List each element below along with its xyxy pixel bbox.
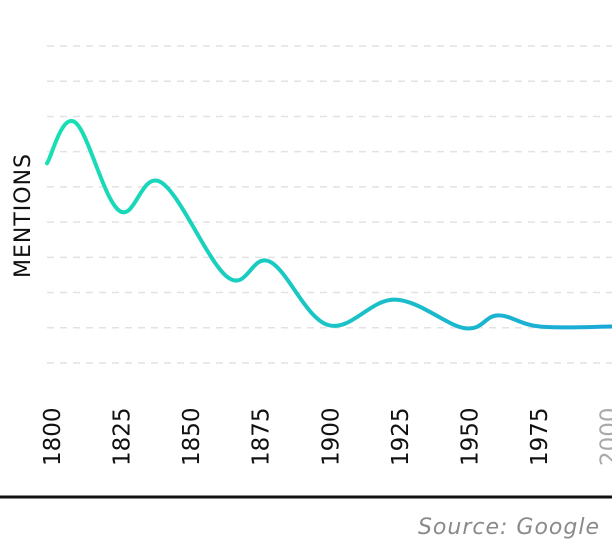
x-tick-label: 2000 bbox=[597, 407, 612, 466]
source-credit: Source: Google bbox=[417, 515, 600, 540]
x-tick-labels: 1800 1825 1850 1875 1900 1925 1950 1975 2000 bbox=[40, 407, 612, 466]
gridlines bbox=[47, 45, 612, 364]
x-tick-label: 1975 bbox=[527, 407, 553, 466]
x-tick-label: 1950 bbox=[458, 407, 484, 466]
x-tick-label: 1850 bbox=[179, 407, 205, 466]
x-tick-label: 1900 bbox=[318, 407, 344, 466]
x-tick-label: 1925 bbox=[388, 407, 414, 466]
x-tick-label: 1825 bbox=[110, 407, 136, 466]
series-line bbox=[45, 119, 612, 331]
y-axis-label: MENTIONS bbox=[11, 153, 36, 278]
x-tick-label: 1875 bbox=[249, 407, 275, 466]
x-tick-label: 1800 bbox=[40, 407, 66, 466]
